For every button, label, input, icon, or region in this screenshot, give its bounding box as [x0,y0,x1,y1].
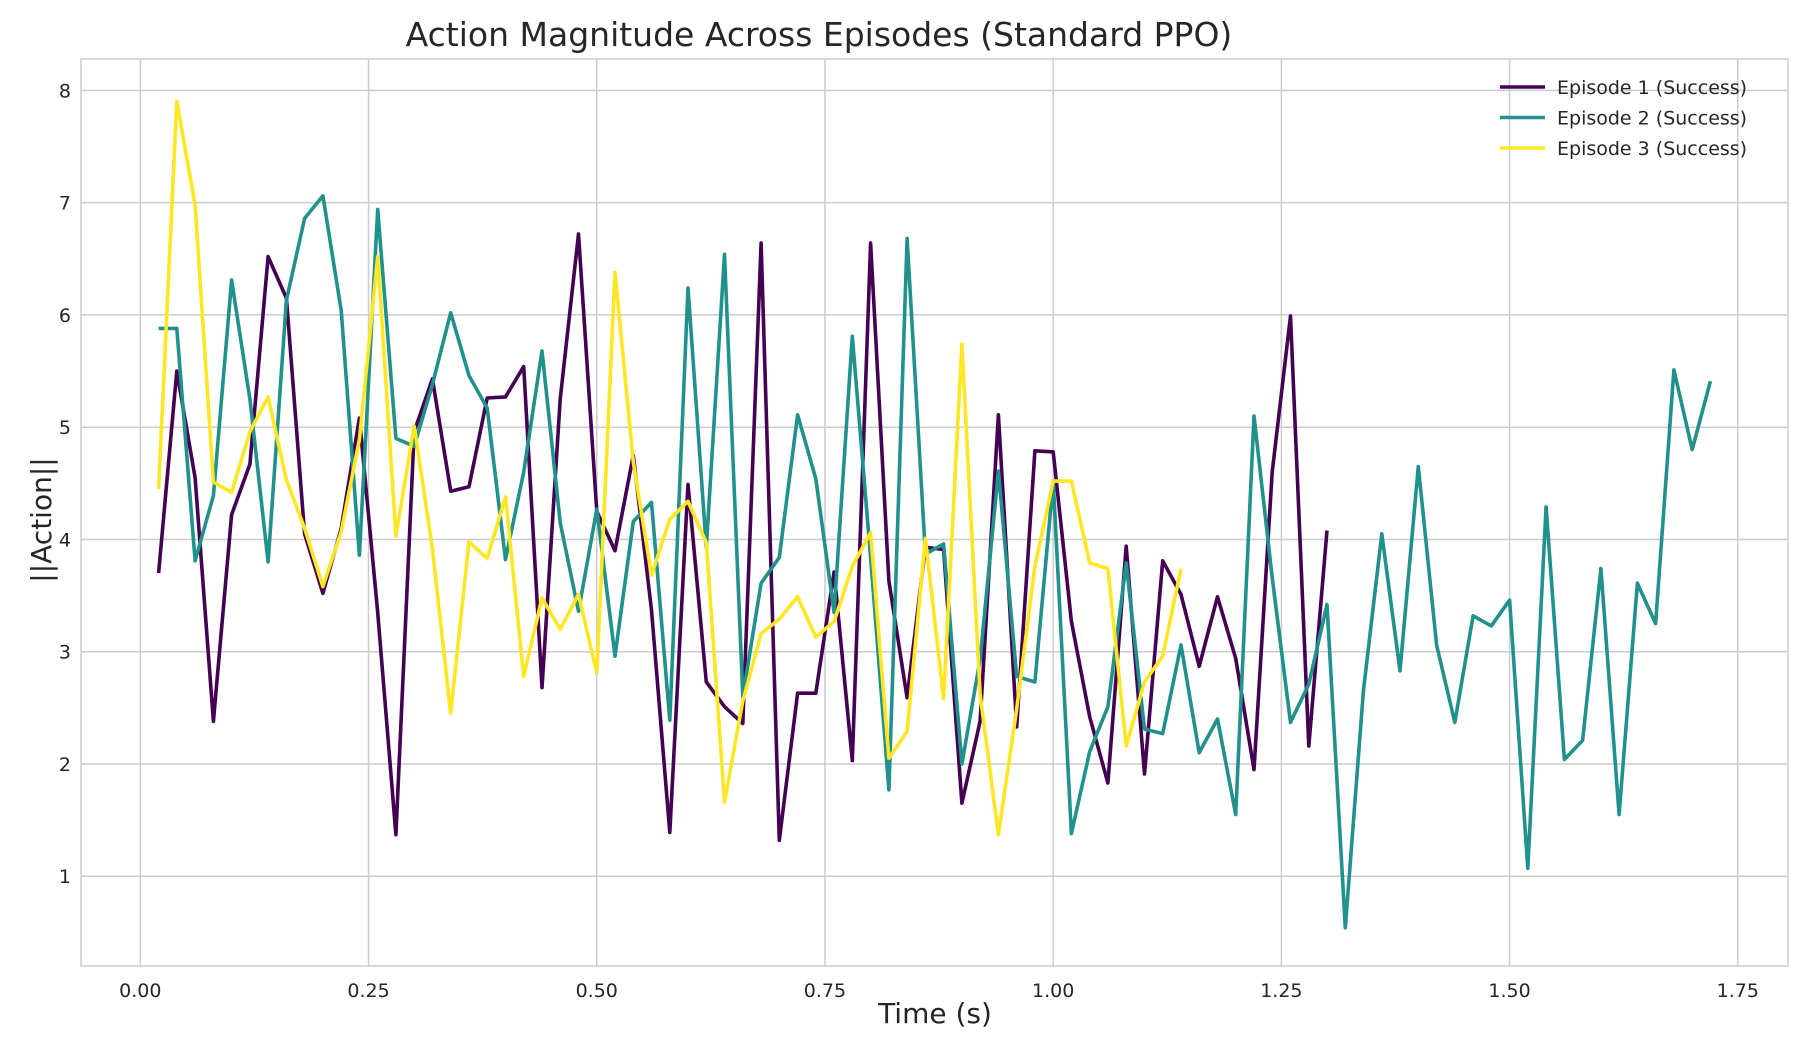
y-tick-label: 7 [59,193,71,215]
legend: Episode 1 (Success) Episode 2 (Success) Ep… [1500,77,1747,160]
x-tick-label: 0.00 [119,980,161,1002]
legend-label-episode-2: Episode 2 (Success) [1557,108,1747,130]
series-group [156,99,1713,930]
x-tick-label: 1.75 [1717,980,1759,1002]
grid [81,59,1788,966]
x-axis-title: Time (s) [877,997,992,1030]
y-tick-label: 3 [59,642,71,664]
x-tick-label: 0.75 [804,980,846,1002]
x-tick-label: 1.00 [1032,980,1074,1002]
x-tick-label: 1.50 [1488,980,1530,1002]
x-tick-label: 0.25 [347,980,389,1002]
x-tick-label: 0.50 [576,980,618,1002]
legend-label-episode-1: Episode 1 (Success) [1557,77,1747,99]
series-line-episode-3 [156,99,1183,837]
y-axis-title: ||Action|| [25,457,58,582]
y-tick-label: 5 [59,417,71,439]
plot-frame [80,58,1789,967]
y-tick-label: 6 [59,305,71,327]
chart-title: Action Magnitude Across Episodes (Standa… [406,15,1233,54]
x-tick-label: 1.25 [1260,980,1302,1002]
y-tick-label: 2 [59,754,71,776]
y-tick-label: 8 [59,80,71,102]
tick-labels: 0.00 0.25 0.50 0.75 1.00 1.25 1.50 1.75 1 2 3 4 5 6 7 8 [59,80,1759,1002]
y-tick-label: 1 [59,866,71,888]
legend-label-episode-3: Episode 3 (Success) [1557,138,1747,160]
y-tick-label: 4 [59,529,71,551]
